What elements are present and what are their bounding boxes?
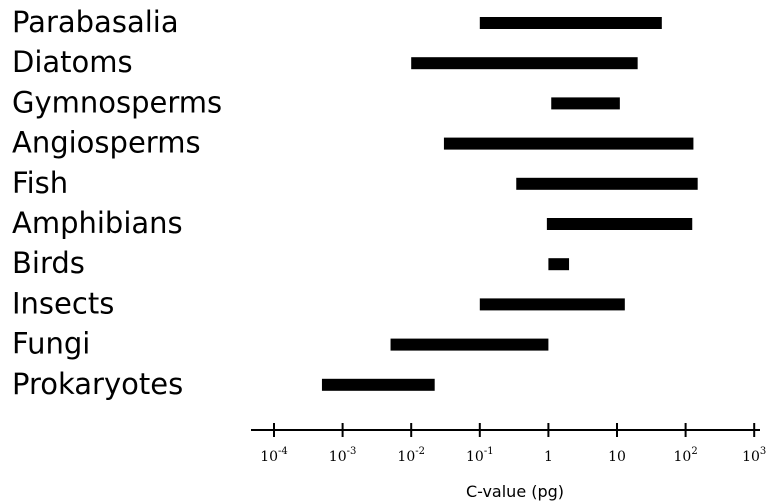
x-tick-label: 103 bbox=[742, 446, 766, 465]
x-axis-title: C-value (pg) bbox=[466, 482, 564, 501]
category-label-amphibians: Amphibians bbox=[12, 206, 183, 240]
range-bar-amphibians bbox=[546, 218, 693, 230]
x-tick-label: 10-4 bbox=[260, 446, 288, 465]
x-axis: 10-4 10-3 10-2 10-1 1 10 102 103 bbox=[251, 423, 766, 465]
range-bar-insects bbox=[479, 298, 625, 311]
x-tick-label: 10-3 bbox=[329, 446, 357, 465]
category-label-birds: Birds bbox=[12, 246, 85, 280]
range-bar-angiosperms bbox=[443, 137, 694, 150]
category-label-insects: Insects bbox=[12, 286, 114, 320]
x-tick-label: 1 bbox=[544, 449, 553, 465]
range-bars bbox=[321, 17, 698, 391]
x-tick-label: 10-2 bbox=[397, 446, 425, 465]
range-bar-fungi bbox=[390, 338, 549, 351]
range-bar-gymnosperms bbox=[551, 97, 620, 110]
x-tick-label: 10 bbox=[608, 449, 626, 465]
range-bar-birds bbox=[548, 258, 570, 271]
range-bar-parabasalia bbox=[479, 17, 662, 29]
category-label-parabasalia: Parabasalia bbox=[12, 5, 179, 39]
x-tick-label: 102 bbox=[673, 446, 697, 465]
range-bar-prokaryotes bbox=[321, 378, 435, 391]
range-bar-fish bbox=[516, 177, 698, 190]
category-label-fungi: Fungi bbox=[12, 327, 90, 361]
category-label-fish: Fish bbox=[12, 166, 68, 200]
category-label-gymnosperms: Gymnosperms bbox=[12, 85, 222, 119]
category-label-angiosperms: Angiosperms bbox=[12, 126, 201, 160]
x-tick-label: 10-1 bbox=[466, 446, 494, 465]
category-label-diatoms: Diatoms bbox=[12, 45, 133, 79]
range-bar-diatoms bbox=[411, 57, 638, 70]
category-label-prokaryotes: Prokaryotes bbox=[12, 367, 183, 401]
category-labels: Parabasalia Diatoms Gymnosperms Angiosperms… bbox=[12, 5, 222, 401]
